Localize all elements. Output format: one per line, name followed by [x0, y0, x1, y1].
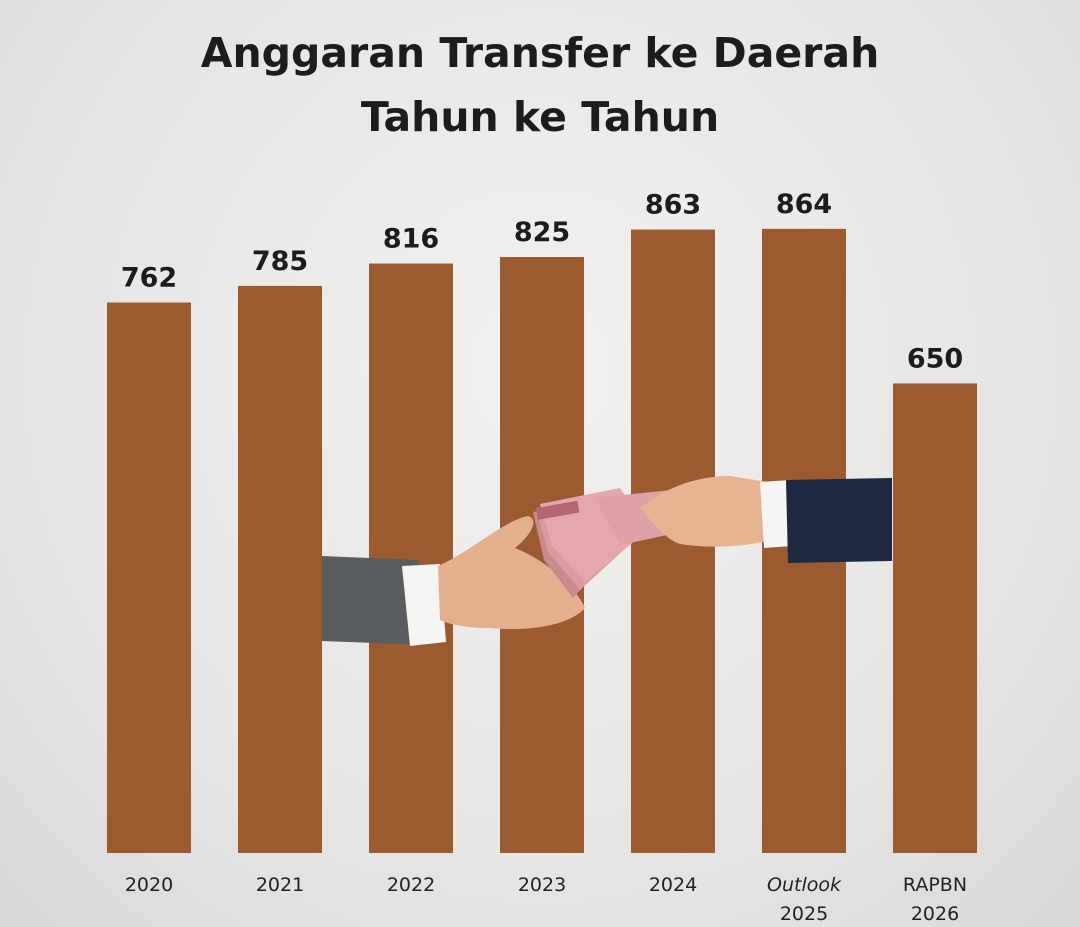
- x-tick-label-0-0: 2020: [125, 874, 173, 896]
- value-label-4: 863: [645, 190, 701, 221]
- value-label-0: 762: [121, 263, 177, 294]
- x-tick-label-6-1: 2026: [911, 903, 959, 925]
- bar-1: [238, 285, 322, 853]
- x-tick-label-3-0: 2023: [518, 874, 566, 896]
- x-tick-label-6-0: RAPBN: [903, 874, 967, 896]
- x-tick-label-5-1: 2025: [780, 903, 828, 925]
- banknotes-icon: [533, 488, 700, 598]
- x-tick-label-5-0: Outlook: [767, 874, 842, 896]
- bar-2: [369, 263, 453, 853]
- x-tick-labels-group: 2020 2021 2022 2023 2024 Outlook 2025 RAPBN 2026: [125, 874, 967, 925]
- value-label-2: 816: [383, 224, 439, 255]
- x-tick-label-4-0: 2024: [649, 874, 697, 896]
- value-label-1: 785: [252, 246, 308, 277]
- bar-0: [107, 302, 191, 853]
- chart-title-line-2: Tahun ke Tahun: [360, 93, 720, 141]
- chart-title-line-1: Anggaran Transfer ke Daerah: [200, 29, 880, 77]
- value-label-5: 864: [776, 189, 832, 220]
- x-tick-label-1-0: 2021: [256, 874, 304, 896]
- value-labels-group: 762 785 816 825 863 864 650: [121, 189, 963, 375]
- x-tick-label-2-0: 2022: [387, 874, 435, 896]
- money-handover-illustration: [322, 476, 892, 646]
- bar-6: [893, 383, 977, 853]
- value-label-3: 825: [514, 217, 570, 248]
- value-label-6: 650: [907, 343, 963, 374]
